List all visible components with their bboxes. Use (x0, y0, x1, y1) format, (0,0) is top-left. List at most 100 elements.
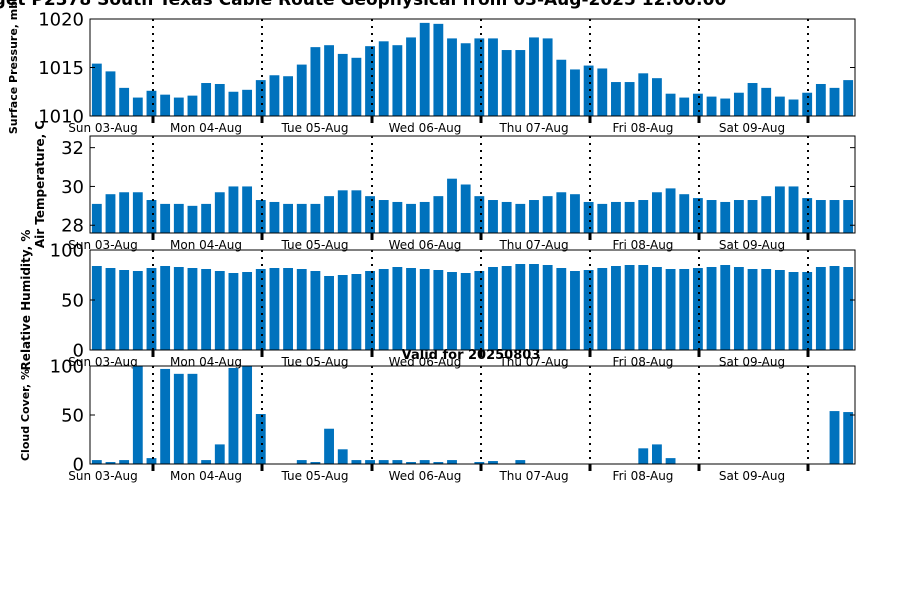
data-bar (269, 75, 280, 116)
x-day-label: Tue 05-Aug (280, 121, 348, 135)
data-bar (843, 267, 854, 350)
data-bar (501, 50, 512, 116)
data-bar (310, 47, 321, 116)
data-bar (570, 194, 580, 233)
plot-frame (89, 135, 856, 234)
data-bar (296, 64, 307, 116)
data-bar (542, 38, 553, 116)
data-bar (406, 268, 416, 350)
data-bar (119, 192, 130, 233)
data-bar (324, 428, 334, 464)
y-tick-label: 1015 (38, 58, 84, 79)
data-bar (638, 448, 649, 464)
data-bar (679, 97, 690, 116)
data-bar (132, 366, 143, 464)
data-bar (501, 266, 512, 350)
y-tick-label: 30 (61, 177, 84, 198)
data-bar (378, 200, 389, 233)
data-bar (570, 271, 580, 350)
data-bar (652, 267, 662, 350)
data-bar (515, 50, 526, 116)
plot-frame (89, 365, 856, 465)
data-bar (652, 192, 662, 233)
data-bar (173, 267, 184, 350)
x-day-label: Thu 07-Aug (498, 355, 568, 369)
data-bar (488, 461, 498, 464)
data-bar (652, 444, 662, 464)
data-bar (378, 269, 389, 350)
x-day-label: Wed 06-Aug (389, 469, 462, 483)
data-bar (774, 96, 785, 116)
valid-date-label: Valid for 20250803 (402, 348, 541, 363)
data-bar (815, 267, 826, 350)
x-day-label: Mon 04-Aug (170, 238, 242, 252)
data-bar (733, 267, 744, 350)
data-bar (774, 186, 785, 233)
data-bar (447, 272, 457, 350)
data-bar (296, 269, 307, 350)
x-day-label: Fri 08-Aug (613, 238, 674, 252)
data-bar (214, 192, 225, 233)
data-bar (419, 269, 430, 350)
data-bar (665, 269, 676, 350)
data-bar (556, 268, 567, 350)
data-bar (132, 97, 143, 116)
data-bar (255, 414, 266, 464)
data-bar (91, 460, 102, 464)
data-bar (747, 269, 758, 350)
data-bar (201, 83, 212, 116)
data-bar (187, 205, 198, 233)
data-bar (638, 73, 649, 116)
data-bar (365, 196, 375, 233)
data-bar (747, 83, 758, 116)
x-day-label: Sun 03-Aug (68, 469, 137, 483)
data-bar (91, 63, 102, 116)
data-bar (583, 270, 594, 350)
data-bar (433, 270, 444, 350)
data-bar (105, 462, 116, 464)
data-bar (365, 46, 375, 116)
data-bar (815, 83, 826, 116)
data-bar (105, 268, 116, 350)
data-bar (597, 268, 608, 350)
y-tick-label: 100 (50, 356, 84, 377)
data-bar (392, 267, 403, 350)
data-bar (337, 190, 348, 233)
data-bar (488, 200, 498, 233)
data-bar (146, 200, 157, 233)
data-bar (529, 264, 539, 350)
x-day-label: Thu 07-Aug (498, 121, 568, 135)
data-bar (829, 87, 840, 116)
data-bar (91, 203, 102, 233)
data-bar (692, 93, 703, 116)
x-day-label: Mon 04-Aug (170, 355, 242, 369)
data-bar (378, 460, 389, 464)
data-bar (310, 462, 321, 464)
data-bar (173, 373, 184, 464)
data-bar (105, 194, 116, 233)
data-bar (761, 196, 772, 233)
y-tick-label: 1010 (38, 106, 84, 127)
data-bar (542, 196, 553, 233)
data-bar (761, 87, 772, 116)
y-axis-label: Surface Pressure, mb (7, 1, 20, 134)
data-bar (105, 71, 116, 116)
data-bar (406, 462, 416, 464)
data-bar (269, 201, 280, 233)
chart-panels: 1010 1015 1020 Surface Pressure, mb Sun 03-A… (7, 1, 856, 483)
data-bar (433, 196, 444, 233)
data-bar (515, 460, 526, 464)
data-bar (392, 45, 403, 116)
data-bar (733, 200, 744, 233)
data-bar (665, 458, 676, 464)
data-bar (283, 76, 293, 116)
data-bar (419, 201, 430, 233)
data-bar (242, 186, 253, 233)
data-bar (228, 91, 239, 116)
data-bar (611, 201, 621, 233)
data-bar (611, 82, 621, 116)
data-bar (624, 82, 635, 116)
x-day-label: Tue 05-Aug (280, 469, 348, 483)
x-day-label: Wed 06-Aug (389, 355, 462, 369)
data-bar (638, 265, 649, 350)
